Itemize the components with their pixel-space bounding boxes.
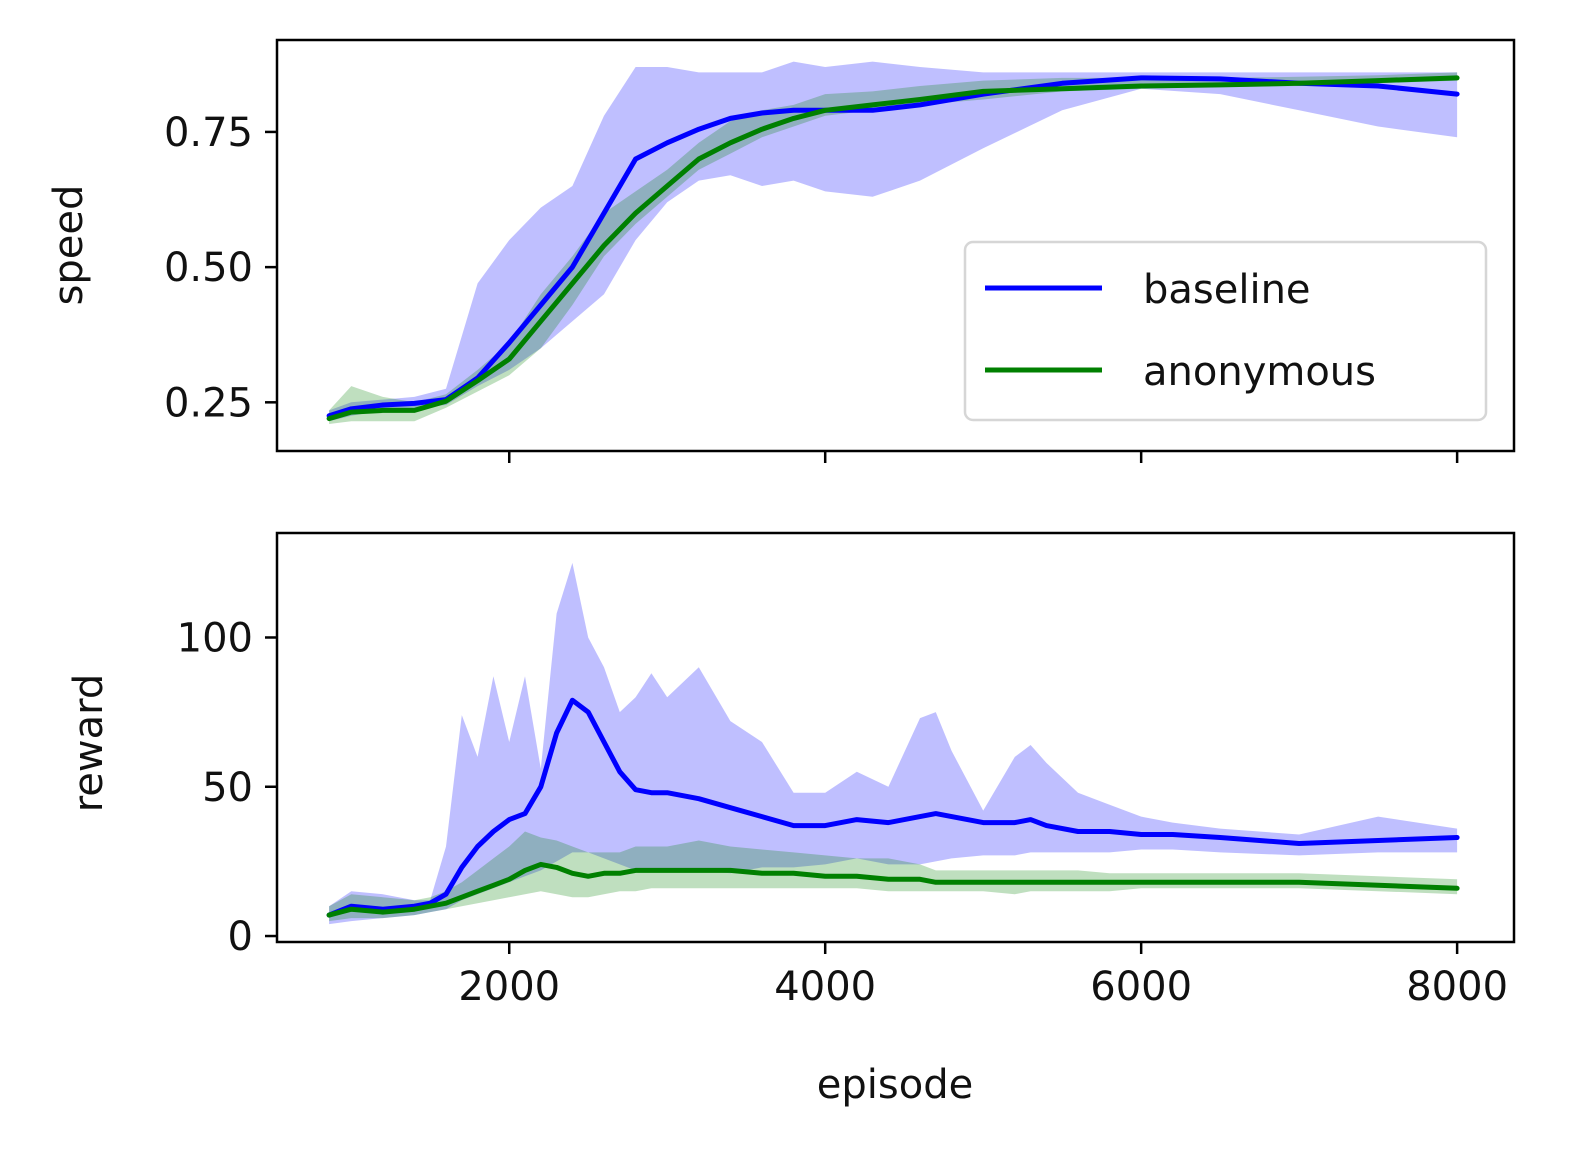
x-tick-label-4000: 4000 (774, 964, 876, 1010)
speed-lines (326, 75, 1460, 422)
line-baseline (326, 697, 1460, 918)
band-anonymous (329, 831, 1458, 922)
legend-label-anonymous: anonymous (1143, 349, 1376, 395)
legend-label-baseline: baseline (1143, 267, 1311, 313)
speed-bands (329, 61, 1458, 425)
y-tick-label-0.25: 0.25 (164, 380, 253, 426)
reward-panel: 2000 4000 6000 8000 0 50 100 reward episode (66, 531, 1516, 1108)
y-tick-label-0.75: 0.75 (164, 110, 253, 156)
reward-bands (329, 562, 1458, 925)
speed-axis-label: speed (46, 185, 92, 306)
y-tick-label-0: 0 (228, 914, 253, 960)
reward-lines (326, 697, 1460, 918)
episode-axis-label: episode (817, 1062, 973, 1108)
line-anonymous (326, 861, 1460, 918)
reward-axes-frame (275, 531, 1516, 944)
reward-ticks: 2000 4000 6000 8000 0 50 100 (177, 615, 1508, 1010)
y-tick-label-100: 100 (177, 615, 253, 661)
x-tick-label-8000: 8000 (1406, 964, 1508, 1010)
y-tick-label-0.5: 0.50 (164, 245, 253, 291)
band-baseline (329, 61, 1458, 422)
speed-panel: 0.25 0.50 0.75 speed baseline anonymous (46, 38, 1516, 463)
line-anonymous (326, 75, 1460, 422)
x-tick-label-6000: 6000 (1090, 964, 1192, 1010)
x-tick-label-2000: 2000 (458, 964, 560, 1010)
speed-ticks: 0.25 0.50 0.75 (164, 110, 1459, 463)
y-tick-label-50: 50 (202, 765, 253, 811)
speed-axes-frame (275, 38, 1516, 453)
legend: baseline anonymous (963, 240, 1488, 422)
reward-axis-label: reward (66, 674, 112, 813)
